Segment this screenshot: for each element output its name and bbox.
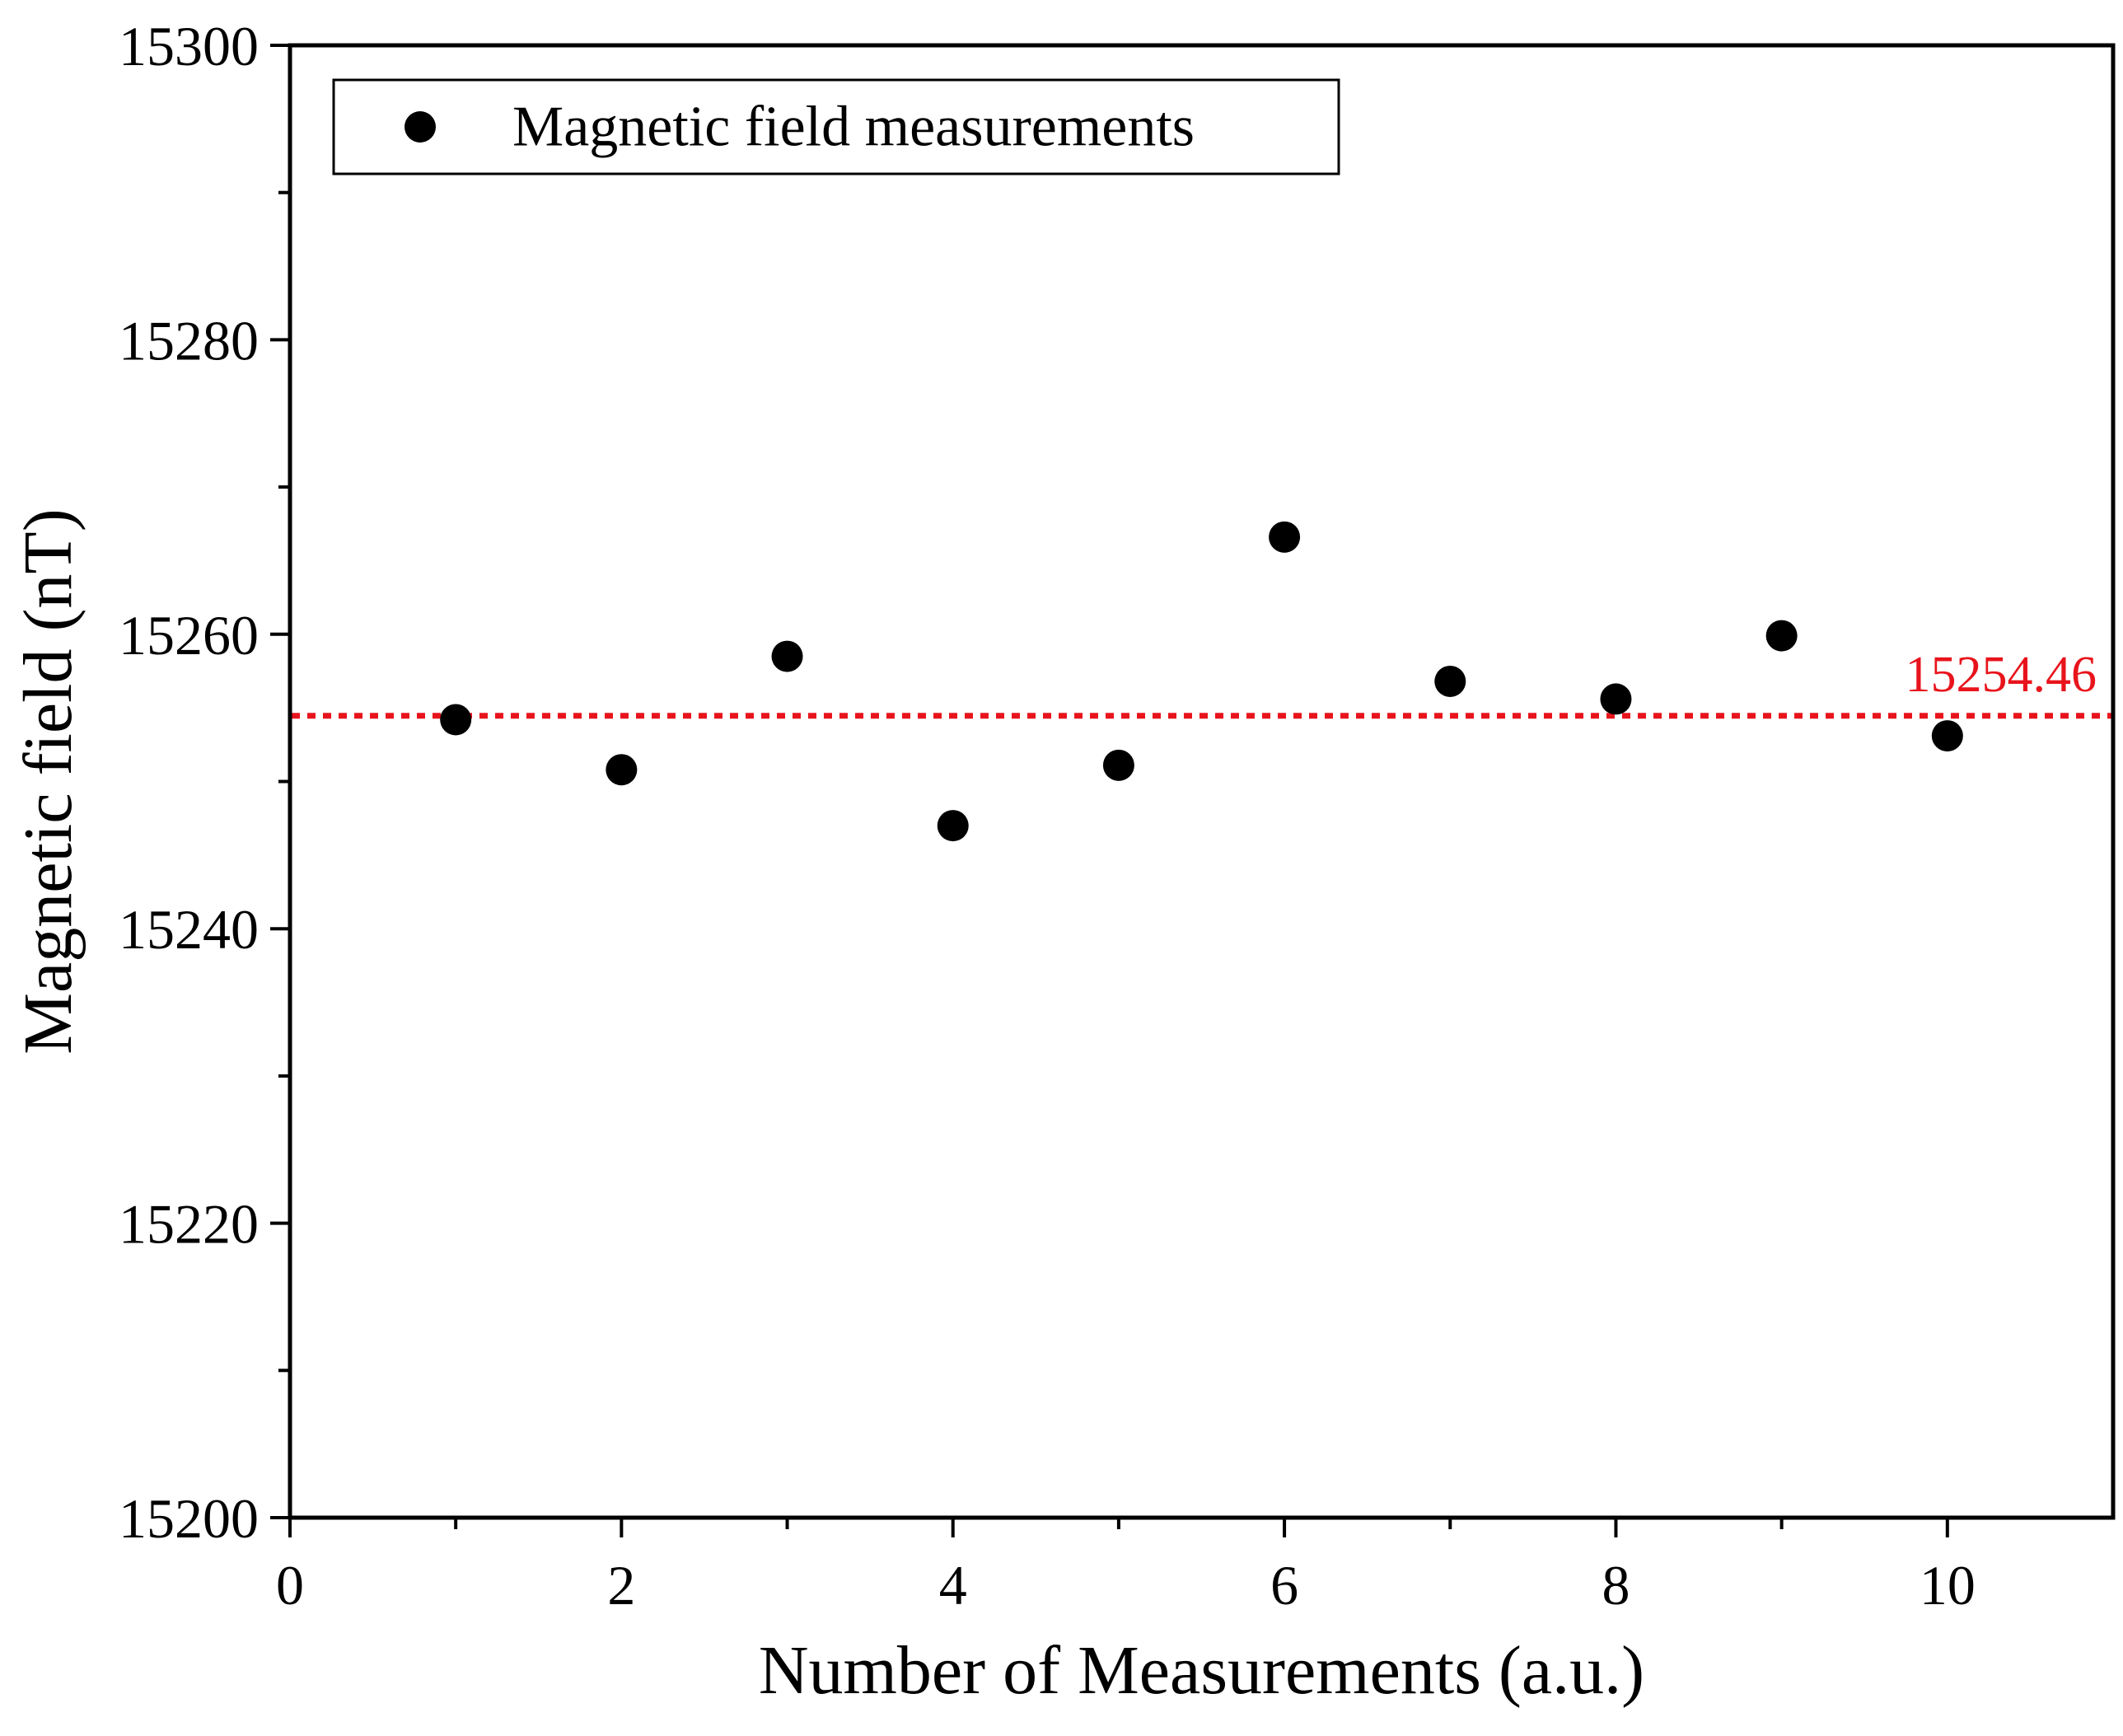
- ticks-layer: 0 2 4 6 8 10 15200 15220 15240 15260 15280 15300: [119, 15, 1976, 1617]
- data-point: [1434, 665, 1466, 697]
- x-tick-label: 0: [276, 1554, 304, 1617]
- y-tick-label: 15200: [119, 1487, 259, 1550]
- plot-frame: [288, 43, 2116, 1520]
- data-point: [1102, 749, 1134, 781]
- y-tick-label: 15260: [119, 604, 259, 667]
- data-point: [771, 640, 803, 672]
- y-tick-label: 15240: [119, 898, 259, 961]
- mean-reference-label: 15254.46: [1906, 647, 2097, 703]
- data-point: [937, 810, 969, 842]
- x-tick-label: 8: [1602, 1554, 1630, 1617]
- data-point: [440, 704, 472, 736]
- data-point: [1600, 683, 1632, 715]
- x-tick-label: 6: [1270, 1554, 1298, 1617]
- legend-box: [332, 78, 1340, 175]
- y-tick-label: 15280: [119, 309, 259, 372]
- data-point: [1765, 620, 1798, 652]
- data-point: [606, 754, 638, 786]
- data-point: [1269, 521, 1301, 553]
- points-layer: [440, 521, 1963, 842]
- x-tick-label: 4: [939, 1554, 967, 1617]
- x-tick-label: 10: [1920, 1554, 1976, 1617]
- x-tick-label: 2: [607, 1554, 635, 1617]
- y-axis-title: Magnetic field (nT): [10, 508, 87, 1054]
- legend-marker: [404, 111, 436, 143]
- y-tick-label: 15300: [119, 15, 259, 77]
- data-point: [1931, 720, 1963, 752]
- y-tick-label: 15220: [119, 1193, 259, 1256]
- legend-entry-label: Magnetic field measurements: [512, 96, 1195, 159]
- legend: Magnetic field measurements: [332, 78, 1340, 175]
- x-axis-title: Number of Measurements (a.u.): [759, 1632, 1644, 1709]
